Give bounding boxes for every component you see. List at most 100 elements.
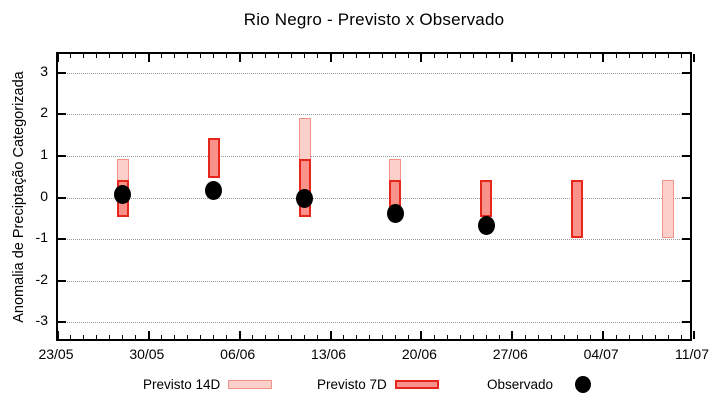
legend-item-previsto-14d: Previsto 14D [143, 374, 273, 394]
x-minor-tick [641, 54, 643, 58]
x-minor-tick [278, 335, 280, 339]
gridline [58, 322, 690, 324]
y-tick-label: -3 [35, 312, 48, 329]
x-minor-tick [576, 335, 578, 339]
x-minor-tick [446, 54, 448, 58]
x-minor-tick [550, 54, 552, 58]
previsto-7d-bar [207, 138, 220, 178]
y-tick-label: 0 [40, 187, 48, 204]
x-tick-label: 04/07 [583, 346, 619, 362]
x-major-tick [693, 331, 695, 339]
x-minor-tick [96, 54, 98, 58]
previsto-7d-swatch-icon [394, 379, 439, 389]
x-major-tick [602, 331, 605, 339]
plot-area [56, 52, 695, 341]
x-minor-tick [122, 54, 124, 58]
x-minor-tick [278, 54, 280, 58]
x-minor-tick [394, 335, 396, 339]
x-minor-tick [576, 54, 578, 58]
observado-dot [477, 215, 495, 235]
x-minor-tick [485, 335, 487, 339]
legend-label-previsto-14d: Previsto 14D [143, 376, 221, 392]
previsto-14d-swatch-icon [228, 379, 273, 389]
y-tick-label: 2 [40, 104, 48, 121]
previsto-14d-bar [662, 179, 675, 238]
x-minor-tick [654, 335, 656, 339]
x-minor-tick [291, 54, 293, 58]
observado-dot [296, 189, 314, 208]
x-minor-tick [680, 54, 682, 58]
legend-item-observado: Observado [487, 374, 605, 394]
x-minor-tick [317, 54, 319, 58]
x-minor-tick [135, 335, 137, 339]
x-tick-label: 11/07 [675, 346, 709, 362]
x-minor-tick [265, 335, 267, 339]
x-minor-tick [356, 335, 358, 339]
x-minor-tick [356, 54, 358, 58]
x-tick-label: 30/05 [129, 346, 165, 362]
y-major-tick [58, 71, 66, 74]
y-major-tick [682, 71, 690, 74]
x-minor-tick [381, 54, 383, 58]
legend-label-observado: Observado [487, 376, 554, 392]
gridline [58, 114, 690, 116]
x-minor-tick [563, 335, 565, 339]
x-minor-tick [459, 335, 461, 339]
x-minor-tick [304, 54, 306, 58]
x-minor-tick [200, 335, 202, 339]
x-tick-label: 06/06 [220, 346, 256, 362]
x-minor-tick [187, 335, 189, 339]
x-tick-label: 27/06 [492, 346, 528, 362]
gridline [58, 155, 690, 157]
x-minor-tick [343, 335, 345, 339]
x-minor-tick [304, 335, 306, 339]
x-minor-tick [628, 335, 630, 339]
x-minor-tick [407, 335, 409, 339]
x-minor-tick [187, 54, 189, 58]
x-major-tick [511, 331, 514, 339]
gridline [58, 197, 690, 199]
x-minor-tick [109, 335, 111, 339]
x-minor-tick [70, 54, 72, 58]
x-minor-tick [226, 54, 228, 58]
x-minor-tick [174, 335, 176, 339]
y-major-tick [58, 279, 66, 282]
y-major-tick [58, 321, 66, 324]
x-minor-tick [109, 54, 111, 58]
x-minor-tick [433, 54, 435, 58]
x-major-tick [57, 331, 59, 339]
observado-dot [386, 203, 404, 223]
x-minor-tick [83, 54, 85, 58]
y-major-tick [682, 196, 690, 199]
x-minor-tick [615, 54, 617, 58]
x-tick-label: 23/05 [38, 346, 74, 362]
x-minor-tick [641, 335, 643, 339]
x-minor-tick [433, 335, 435, 339]
x-major-tick [329, 331, 332, 339]
observado-dot [114, 184, 132, 204]
x-minor-tick [343, 54, 345, 58]
x-minor-tick [161, 335, 163, 339]
gridline [58, 280, 690, 282]
observado-swatch-slot [561, 375, 605, 393]
x-minor-tick [680, 335, 682, 339]
y-major-tick [58, 196, 66, 199]
x-major-tick [238, 54, 241, 62]
chart-title: Rio Negro - Previsto x Observado [243, 10, 505, 29]
x-minor-tick [654, 54, 656, 58]
x-major-tick [420, 54, 423, 62]
x-minor-tick [537, 54, 539, 58]
x-minor-tick [252, 335, 254, 339]
x-minor-tick [524, 335, 526, 339]
y-major-tick [58, 113, 66, 116]
x-minor-tick [472, 54, 474, 58]
x-minor-tick [161, 54, 163, 58]
x-minor-tick [407, 54, 409, 58]
x-minor-tick [537, 335, 539, 339]
x-minor-tick [381, 335, 383, 339]
x-minor-tick [213, 335, 215, 339]
x-minor-tick [628, 54, 630, 58]
x-minor-tick [524, 54, 526, 58]
x-major-tick [693, 54, 695, 62]
